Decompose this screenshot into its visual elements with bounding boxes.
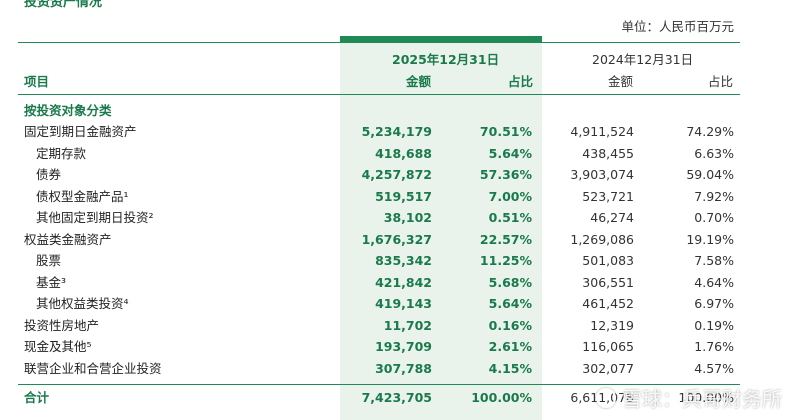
row-amount: 38,102 — [383, 210, 432, 225]
row-amount: 419,143 — [375, 296, 432, 311]
current-period-band-top — [340, 36, 542, 43]
total-rule — [18, 384, 740, 385]
total-label: 合计 — [24, 390, 50, 405]
row-label: 投资性房地产 — [24, 317, 100, 333]
row-label: 股票 — [36, 253, 62, 268]
row-prior-share: 0.19% — [694, 317, 734, 333]
row-label: 联营企业和合营企业投资 — [24, 360, 162, 376]
row-label: 权益类金融资产 — [24, 231, 112, 247]
unit-note: 单位：人民币百万元 — [621, 19, 734, 34]
header-current-period: 2025年12月31日 — [392, 52, 500, 67]
row-amount: 1,676,327 — [361, 231, 432, 247]
row-amount: 11,702 — [383, 317, 432, 333]
header-prior-amount: 金额 — [608, 74, 634, 89]
table-row: 基金³ 421,842 5.68% 306,551 4.64% — [0, 272, 800, 293]
row-prior-amount: 46,274 — [590, 210, 634, 225]
row-share: 22.57% — [479, 231, 532, 247]
row-prior-share: 74.29% — [686, 124, 734, 139]
row-amount: 5,234,179 — [361, 124, 432, 139]
top-rule — [18, 42, 740, 43]
table-row: 现金及其他⁵ 193,709 2.61% 116,065 1.76% — [0, 336, 800, 357]
table-row: 定期存款 418,688 5.64% 438,455 6.63% — [0, 143, 800, 164]
row-share: 5.68% — [488, 274, 532, 290]
row-label: 债权型金融产品¹ — [36, 188, 129, 204]
page-heading: 投资资产情况 — [24, 0, 103, 10]
row-label: 其他固定到期日投资² — [36, 210, 154, 225]
row-prior-amount: 523,721 — [582, 188, 634, 204]
row-prior-amount: 438,455 — [582, 145, 634, 161]
row-share: 5.64% — [488, 296, 532, 311]
row-prior-amount: 501,083 — [582, 253, 634, 268]
row-label: 现金及其他⁵ — [24, 339, 92, 354]
row-prior-share: 19.19% — [686, 231, 734, 247]
header-prior-share: 占比 — [708, 74, 734, 89]
table-row: 其他固定到期日投资² 38,102 0.51% 46,274 0.70% — [0, 207, 800, 228]
row-share: 7.00% — [488, 188, 532, 204]
row-share: 57.36% — [479, 167, 532, 182]
row-prior-share: 7.92% — [694, 188, 734, 204]
total-prior-share: 100.00% — [678, 390, 734, 405]
header-prior-period: 2024年12月31日 — [592, 52, 694, 67]
watermark: 雪球：兵哥财务所 — [596, 383, 782, 412]
row-amount: 519,517 — [375, 188, 432, 204]
current-period-band — [340, 36, 542, 420]
row-prior-amount: 1,269,086 — [570, 231, 634, 247]
row-amount: 4,257,872 — [361, 167, 432, 182]
row-share: 2.61% — [488, 339, 532, 354]
total-amount: 7,423,705 — [361, 390, 432, 405]
row-label: 基金³ — [36, 274, 67, 290]
row-label: 其他权益类投资⁴ — [36, 296, 129, 311]
row-amount: 418,688 — [375, 145, 432, 161]
row-share: 0.16% — [488, 317, 532, 333]
row-amount: 835,342 — [375, 253, 432, 268]
row-prior-share: 4.64% — [694, 274, 734, 290]
row-prior-share: 6.97% — [694, 296, 734, 311]
snowball-logo-icon — [596, 388, 616, 408]
header-rule — [18, 94, 740, 95]
table-row: 固定到期日金融资产 5,234,179 70.51% 4,911,524 74.29% — [0, 121, 800, 142]
section-title: 按投资对象分类 — [24, 103, 112, 118]
row-amount: 307,788 — [375, 360, 432, 376]
row-label: 债券 — [36, 167, 62, 182]
table-row: 债权型金融产品¹ 519,517 7.00% 523,721 7.92% — [0, 186, 800, 207]
row-prior-amount: 12,319 — [590, 317, 634, 333]
row-prior-amount: 4,911,524 — [570, 124, 634, 139]
row-prior-share: 4.57% — [694, 360, 734, 376]
total-share: 100.00% — [471, 390, 532, 405]
row-share: 5.64% — [488, 145, 532, 161]
row-prior-share: 59.04% — [686, 167, 734, 182]
header-current-share: 占比 — [508, 74, 534, 89]
row-label: 固定到期日金融资产 — [24, 124, 137, 139]
watermark-text: 雪球：兵哥财务所 — [622, 387, 782, 411]
row-prior-amount: 461,452 — [582, 296, 634, 311]
table-row: 投资性房地产 11,702 0.16% 12,319 0.19% — [0, 315, 800, 336]
row-share: 4.15% — [488, 360, 532, 376]
row-prior-amount: 116,065 — [582, 339, 634, 354]
row-prior-share: 1.76% — [694, 339, 734, 354]
table-row: 债券 4,257,872 57.36% 3,903,074 59.04% — [0, 164, 800, 185]
row-prior-share: 7.58% — [694, 253, 734, 268]
row-prior-share: 6.63% — [694, 145, 734, 161]
row-amount: 421,842 — [375, 274, 432, 290]
header-current-amount: 金额 — [406, 74, 432, 89]
section-row: 按投资对象分类 — [0, 100, 800, 121]
table-row: 其他权益类投资⁴ 419,143 5.64% 461,452 6.97% — [0, 293, 800, 314]
row-share: 0.51% — [488, 210, 532, 225]
row-label: 定期存款 — [36, 145, 87, 161]
row-prior-amount: 3,903,074 — [570, 167, 634, 182]
table-row: 联营企业和合营企业投资 307,788 4.15% 302,077 4.57% — [0, 358, 800, 379]
table-row: 权益类金融资产 1,676,327 22.57% 1,269,086 19.19% — [0, 229, 800, 250]
table-row: 股票 835,342 11.25% 501,083 7.58% — [0, 250, 800, 271]
header-item: 项目 — [24, 74, 50, 89]
row-share: 11.25% — [479, 253, 532, 268]
row-prior-amount: 302,077 — [582, 360, 634, 376]
row-share: 70.51% — [479, 124, 532, 139]
row-amount: 193,709 — [375, 339, 432, 354]
row-prior-share: 0.70% — [694, 210, 734, 225]
row-prior-amount: 306,551 — [582, 274, 634, 290]
